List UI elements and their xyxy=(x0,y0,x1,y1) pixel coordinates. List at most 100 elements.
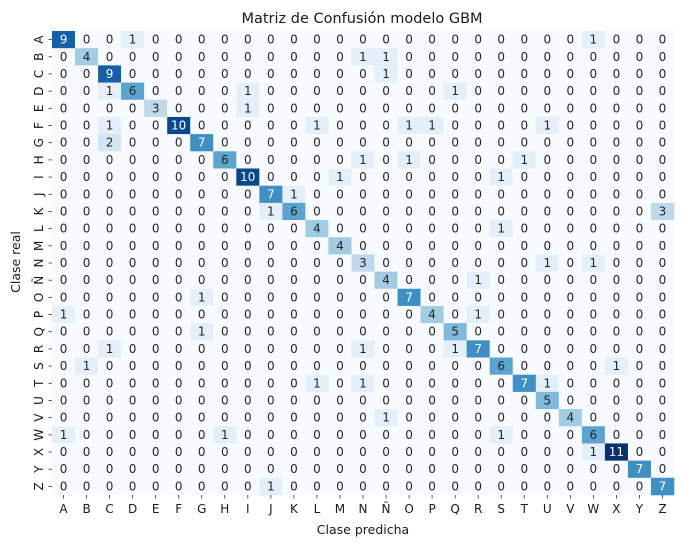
heatmap-cell xyxy=(167,237,191,255)
heatmap-cell xyxy=(167,460,191,479)
cell-value-label: 0 xyxy=(543,222,551,236)
heatmap-cell xyxy=(558,237,583,255)
heatmap-cell xyxy=(328,202,352,221)
cell-value-label: 0 xyxy=(382,170,390,184)
cell-value-label: 0 xyxy=(313,84,321,98)
cell-value-label: 0 xyxy=(221,204,229,218)
cell-value-label: 0 xyxy=(152,119,160,133)
heatmap-cell xyxy=(98,168,122,186)
heatmap-cell xyxy=(374,288,398,307)
cell-value-label: 0 xyxy=(567,119,575,133)
cell-value-label: 0 xyxy=(244,136,252,150)
cell-value-label: 0 xyxy=(83,187,91,201)
heatmap-cell xyxy=(328,48,352,66)
cell-value-label: 0 xyxy=(520,325,528,339)
cell-value-label: 7 xyxy=(267,187,275,201)
cell-value-label: 1 xyxy=(405,153,413,167)
heatmap-cell xyxy=(167,31,191,49)
cell-value-label: 0 xyxy=(106,290,114,304)
heatmap-cell xyxy=(167,48,191,66)
heatmap-cell xyxy=(190,391,214,410)
cell-value-label: 0 xyxy=(567,325,575,339)
heatmap-cell xyxy=(144,426,168,444)
heatmap-cell xyxy=(236,65,260,83)
cell-value-label: 0 xyxy=(106,445,114,459)
cell-value-label: 1 xyxy=(267,479,275,493)
heatmap-cell xyxy=(466,185,491,204)
heatmap-cell xyxy=(443,409,467,427)
heatmap-cell xyxy=(328,220,352,238)
heatmap-cell xyxy=(98,271,122,290)
heatmap-cell xyxy=(167,477,191,496)
heatmap-cell xyxy=(259,151,283,169)
cell-value-label: 0 xyxy=(613,170,621,184)
heatmap-cell xyxy=(121,202,145,221)
heatmap-cell xyxy=(466,82,491,101)
heatmap-cell xyxy=(397,99,421,118)
cell-value-label: 0 xyxy=(382,187,390,201)
heatmap-cell xyxy=(236,323,260,341)
cell-value-label: 0 xyxy=(175,462,183,476)
heatmap-cell xyxy=(512,305,537,324)
heatmap-cell xyxy=(328,99,352,118)
heatmap-cell xyxy=(535,134,560,152)
cell-value-label: 0 xyxy=(451,393,459,407)
cell-value-label: 0 xyxy=(659,445,667,459)
heatmap-cell xyxy=(443,443,467,461)
cell-value-label: 0 xyxy=(244,445,252,459)
heatmap-cell xyxy=(213,409,237,427)
heatmap-cell xyxy=(351,460,375,479)
heatmap-cell xyxy=(98,357,122,376)
cell-value-label: 0 xyxy=(336,222,344,236)
cell-value-label: 0 xyxy=(567,479,575,493)
heatmap-cell xyxy=(627,99,652,118)
heatmap-cell xyxy=(305,151,329,169)
heatmap-cell xyxy=(443,340,467,358)
cell-value-label: 0 xyxy=(567,462,575,476)
heatmap-cell xyxy=(397,65,421,83)
cell-value-label: 0 xyxy=(221,256,229,270)
cell-value-label: 0 xyxy=(313,393,321,407)
cell-value-label: 0 xyxy=(520,119,528,133)
cell-value-label: 0 xyxy=(267,325,275,339)
heatmap-cell xyxy=(581,305,606,324)
cell-value-label: 0 xyxy=(590,273,598,287)
cell-value-label: 0 xyxy=(221,290,229,304)
heatmap-cell xyxy=(305,374,329,393)
heatmap-cell xyxy=(351,237,375,255)
heatmap-cell xyxy=(213,340,237,358)
heatmap-cell xyxy=(535,323,560,341)
cell-value-label: 0 xyxy=(175,256,183,270)
cell-value-label: 0 xyxy=(428,187,436,201)
heatmap-cell xyxy=(535,99,560,118)
cell-value-label: 0 xyxy=(382,222,390,236)
y-tick-label: T xyxy=(32,379,46,388)
heatmap-cell xyxy=(627,477,652,496)
heatmap-cell xyxy=(627,357,652,376)
heatmap-cell xyxy=(558,426,583,444)
heatmap-cell xyxy=(397,116,421,135)
heatmap-cell xyxy=(489,271,514,290)
heatmap-cell xyxy=(397,134,421,152)
cell-value-label: 1 xyxy=(520,153,528,167)
heatmap-cell xyxy=(282,357,306,376)
heatmap-cell xyxy=(466,460,491,479)
cell-value-label: 0 xyxy=(405,273,413,287)
cell-value-label: 0 xyxy=(198,376,206,390)
heatmap-cell xyxy=(420,151,444,169)
cell-value-label: 0 xyxy=(428,239,436,253)
heatmap-cell xyxy=(581,220,606,238)
heatmap-cell xyxy=(374,271,398,290)
cell-value-label: 0 xyxy=(474,428,482,442)
cell-value-label: 0 xyxy=(543,290,551,304)
cell-value-label: 0 xyxy=(267,170,275,184)
cell-value-label: 0 xyxy=(613,153,621,167)
cell-value-label: 0 xyxy=(60,170,68,184)
heatmap-cell xyxy=(144,409,168,427)
heatmap-cell xyxy=(489,391,514,410)
heatmap-cell xyxy=(650,151,675,169)
heatmap-cell xyxy=(604,202,629,221)
heatmap-cell xyxy=(627,426,652,444)
cell-value-label: 0 xyxy=(221,222,229,236)
cell-value-label: 0 xyxy=(198,479,206,493)
